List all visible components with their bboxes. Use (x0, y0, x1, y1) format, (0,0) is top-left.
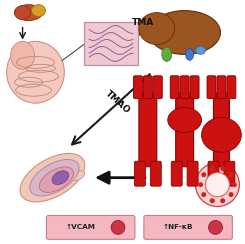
Circle shape (208, 220, 222, 234)
FancyBboxPatch shape (171, 161, 182, 186)
Circle shape (201, 192, 206, 197)
FancyBboxPatch shape (170, 76, 179, 99)
Circle shape (111, 220, 125, 234)
Text: ↑VCAM: ↑VCAM (65, 224, 95, 230)
FancyBboxPatch shape (213, 93, 229, 167)
FancyBboxPatch shape (180, 76, 189, 99)
Circle shape (201, 172, 206, 177)
FancyBboxPatch shape (143, 76, 152, 99)
FancyBboxPatch shape (134, 76, 142, 99)
Circle shape (229, 192, 234, 197)
Ellipse shape (15, 6, 31, 20)
FancyBboxPatch shape (176, 93, 194, 167)
Circle shape (206, 173, 229, 197)
Ellipse shape (39, 167, 74, 193)
FancyBboxPatch shape (153, 76, 162, 99)
Ellipse shape (168, 108, 202, 132)
Circle shape (232, 182, 237, 187)
Ellipse shape (11, 41, 35, 69)
FancyBboxPatch shape (190, 76, 199, 99)
Circle shape (220, 166, 225, 171)
Ellipse shape (32, 5, 45, 17)
Ellipse shape (7, 41, 64, 103)
Circle shape (210, 166, 215, 171)
FancyBboxPatch shape (144, 215, 232, 239)
Text: TMA: TMA (132, 18, 154, 27)
FancyBboxPatch shape (217, 76, 226, 99)
Ellipse shape (139, 13, 175, 44)
FancyBboxPatch shape (208, 161, 219, 186)
FancyBboxPatch shape (187, 161, 198, 186)
Text: ↑NF-κB: ↑NF-κB (162, 224, 193, 230)
Ellipse shape (202, 118, 241, 152)
FancyBboxPatch shape (47, 215, 135, 239)
Ellipse shape (20, 153, 85, 202)
Ellipse shape (52, 171, 69, 184)
Ellipse shape (72, 171, 85, 181)
Ellipse shape (15, 5, 42, 20)
Ellipse shape (186, 48, 194, 60)
Text: TMAO: TMAO (104, 89, 132, 115)
Circle shape (210, 198, 215, 203)
Circle shape (229, 172, 234, 177)
Circle shape (220, 198, 225, 203)
FancyBboxPatch shape (224, 161, 235, 186)
FancyBboxPatch shape (150, 161, 161, 186)
Ellipse shape (162, 47, 172, 61)
FancyBboxPatch shape (227, 76, 236, 99)
Circle shape (198, 182, 203, 187)
FancyBboxPatch shape (207, 76, 216, 99)
FancyBboxPatch shape (84, 21, 138, 65)
FancyBboxPatch shape (139, 93, 157, 167)
FancyBboxPatch shape (135, 161, 145, 186)
Ellipse shape (30, 159, 79, 196)
Ellipse shape (196, 46, 206, 54)
Ellipse shape (149, 11, 220, 54)
